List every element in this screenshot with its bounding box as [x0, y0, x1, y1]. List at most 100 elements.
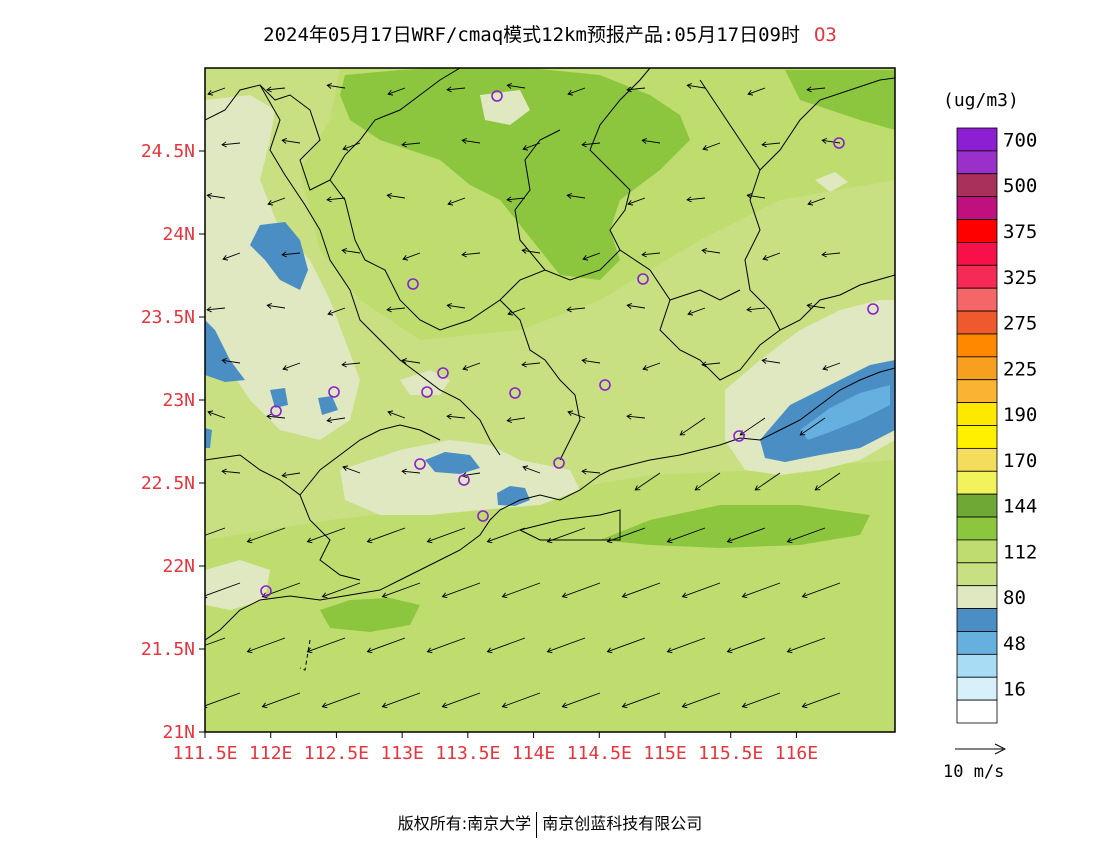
boundary-line: [519, 509, 621, 541]
wind-arrow: [761, 141, 781, 148]
wind-arrow: [567, 410, 586, 419]
station-marker: [270, 405, 282, 417]
wind-arrow: [501, 692, 541, 709]
reference-wind-arrow: [955, 743, 1007, 755]
wind-arrow: [507, 307, 526, 316]
wind-arrow: [306, 637, 346, 654]
wind-arrow: [561, 582, 601, 599]
legend-swatch: [956, 264, 998, 289]
boundary-line: [759, 77, 895, 171]
field-area-green: [340, 68, 690, 280]
wind-arrow: [747, 87, 766, 96]
wind-arrow: [486, 527, 526, 544]
wind-arrow: [627, 197, 646, 206]
wind-arrow: [746, 192, 766, 199]
wind-arrow: [461, 137, 481, 144]
legend-swatch: [956, 356, 998, 381]
legend-unit: (ug/m3): [943, 90, 1019, 111]
legend-swatch: [956, 310, 998, 335]
lon-tick-label: 115.5E: [698, 743, 763, 764]
wind-arrow: [282, 362, 301, 371]
station-marker: [477, 510, 489, 522]
wind-arrow: [266, 86, 286, 93]
wind-arrow: [267, 197, 286, 206]
wind-arrow: [801, 692, 841, 709]
wind-arrow: [206, 192, 226, 199]
wind-arrow: [381, 692, 421, 709]
wind-arrow: [642, 362, 661, 371]
lat-tick-label: 24N: [162, 224, 195, 245]
boundary-line: [205, 68, 651, 331]
wind-arrow: [281, 251, 301, 258]
wind-arrow: [486, 637, 526, 654]
field-area-green: [600, 505, 870, 548]
wind-arrow: [341, 361, 361, 368]
station-marker: [733, 430, 745, 442]
station-marker: [553, 457, 565, 469]
wind-arrow: [606, 637, 646, 654]
wind-arrow: [581, 357, 601, 364]
wind-arrow: [386, 306, 406, 313]
lat-tick-label: 21.5N: [141, 639, 195, 660]
lat-tick-label: 23N: [162, 390, 195, 411]
legend-swatch: [956, 676, 998, 701]
wind-arrow: [521, 361, 541, 368]
footer-left: 版权所有:南京大学: [397, 814, 532, 833]
field-area-blue: [250, 222, 308, 290]
footer-right: 南京创蓝科技有限公司: [542, 814, 703, 833]
legend-label: 48: [1003, 633, 1026, 655]
legend-swatch: [956, 585, 998, 609]
coastline: [205, 367, 895, 641]
wind-arrow: [641, 137, 661, 144]
wind-arrow: [266, 413, 286, 420]
wind-arrow: [386, 192, 406, 199]
wind-arrow: [506, 417, 526, 424]
legend-swatch: [956, 699, 998, 724]
field-area-blue: [800, 385, 890, 440]
wind-arrow: [566, 192, 586, 199]
title-pollutant: O3: [813, 24, 837, 46]
wind-arrow: [521, 247, 541, 254]
legend-swatch: [956, 127, 998, 152]
monitoring-stations: [260, 90, 879, 597]
wind-arrow: [741, 692, 781, 709]
lon-tick-label: 111.5E: [172, 743, 237, 764]
station-marker: [637, 273, 649, 285]
legend-label: 144: [1003, 496, 1037, 518]
wind-arrow: [462, 362, 481, 371]
wind-arrow: [821, 251, 841, 258]
wind-arrow: [606, 527, 646, 544]
wind-arrow: [621, 692, 661, 709]
wind-arrow: [821, 137, 841, 144]
wind-arrow: [321, 692, 361, 709]
wind-arrow: [581, 468, 601, 475]
wind-arrow: [561, 692, 601, 709]
wind-arrow: [701, 361, 721, 368]
wind-arrow: [726, 527, 766, 544]
wind-arrow: [205, 527, 226, 536]
wind-arrow: [207, 410, 226, 419]
wind-arrow: [822, 362, 841, 371]
legend-label: 112: [1003, 541, 1037, 563]
wind-arrow: [754, 472, 781, 491]
lon-tick-label: 112.5E: [304, 743, 369, 764]
wind-arrow: [447, 197, 466, 206]
station-marker: [328, 386, 340, 398]
wind-arrow: [441, 582, 481, 599]
legend-swatch: [956, 379, 998, 404]
chart-title: 2024年05月17日WRF/cmaq模式12km预报产品:05月17日09时 O…: [0, 20, 1100, 47]
wind-arrow: [761, 357, 781, 364]
wind-arrow: [546, 527, 586, 544]
boundary-lines: [205, 68, 895, 671]
wind-arrow: [626, 86, 646, 93]
boundary-line: [514, 129, 561, 271]
station-marker: [491, 90, 503, 102]
field-area-green: [785, 70, 895, 130]
wind-arrow: [746, 306, 766, 313]
wind-arrow: [506, 82, 526, 89]
wind-arrow: [387, 87, 406, 96]
wind-arrow: [281, 472, 301, 479]
lat-tick-label: 22.5N: [141, 473, 195, 494]
legend-swatch: [956, 287, 998, 312]
